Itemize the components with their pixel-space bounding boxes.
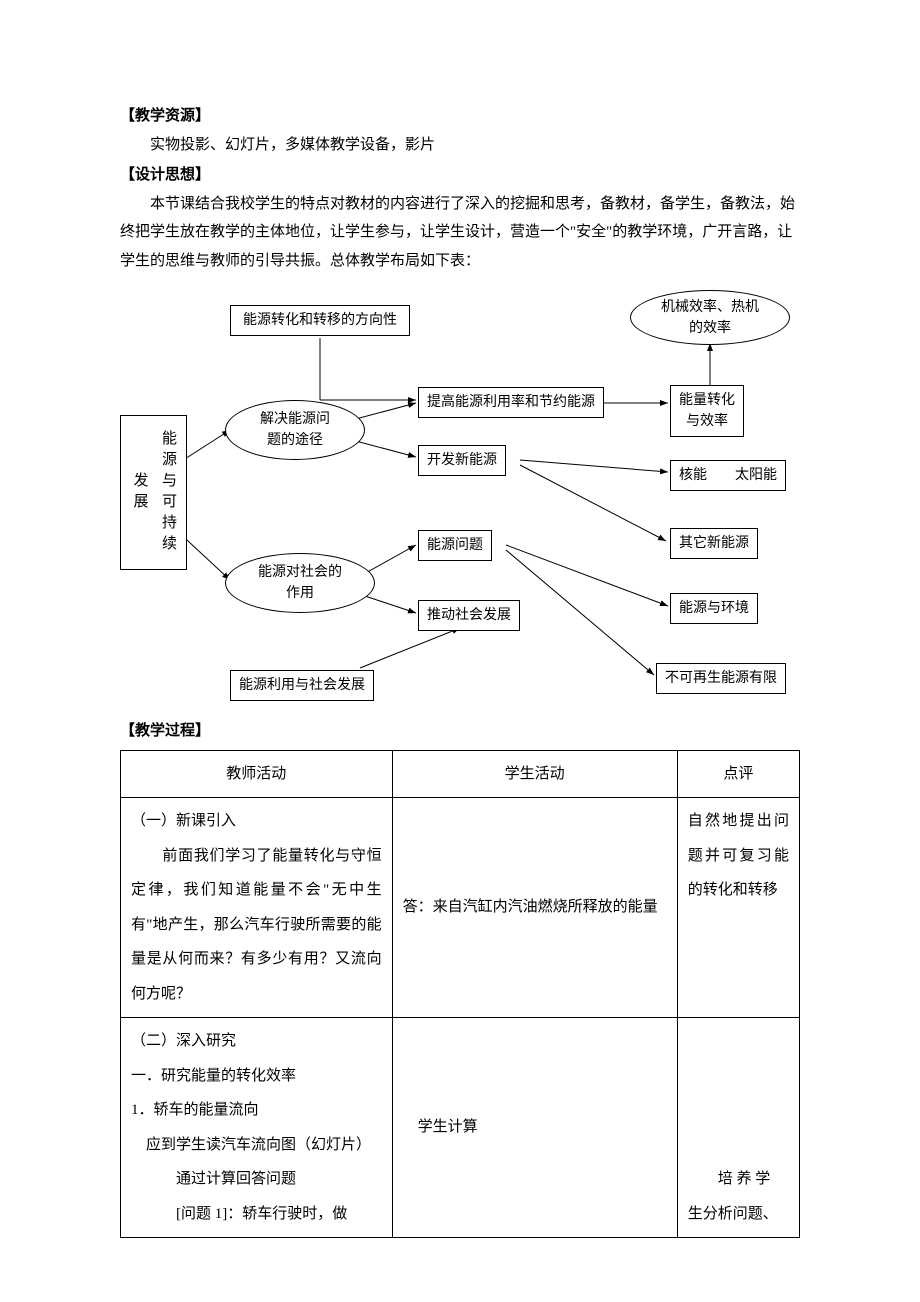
node-problem: 能源问题 — [418, 530, 492, 561]
table-row: （一）新课引入 前面我们学习了能量转化与守恒定律，我们知道能量不会"无中生有"地… — [121, 798, 800, 1018]
cell-comment: 自然地提出问题并可复习能的转化和转移 — [677, 798, 799, 1018]
table-row: （二）深入研究 一．研究能量的转化效率 1．轿车的能量流向 应到学生读汽车流向图… — [121, 1018, 800, 1238]
th-teacher: 教师活动 — [121, 750, 393, 798]
th-student: 学生活动 — [392, 750, 677, 798]
node-eff-oval: 机械效率、热机 的效率 — [630, 290, 790, 345]
cell-teacher: （一）新课引入 前面我们学习了能量转化与守恒定律，我们知道能量不会"无中生有"地… — [121, 798, 393, 1018]
cell-student: 学生计算 — [392, 1018, 677, 1238]
resources-body: 实物投影、幻灯片，多媒体教学设备，影片 — [120, 131, 800, 160]
process-table: 教师活动 学生活动 点评 （一）新课引入 前面我们学习了能量转化与守恒定律，我们… — [120, 750, 800, 1239]
cell-comment: 培 养 学 生分析问题、 — [677, 1018, 799, 1238]
node-develop: 开发新能源 — [418, 445, 506, 476]
design-body: 本节课结合我校学生的特点对教材的内容进行了深入的挖掘和思考，备教材，备学生，备教… — [120, 190, 800, 276]
node-nonrenew: 不可再生能源有限 — [656, 663, 786, 694]
node-nuclear: 核能 太阳能 — [670, 460, 786, 491]
resources-heading: 【教学资源】 — [120, 102, 800, 131]
root-node: 能源与可持续发展 — [120, 415, 187, 570]
node-direction: 能源转化和转移的方向性 — [230, 305, 410, 336]
node-other: 其它新能源 — [670, 528, 758, 559]
node-env: 能源与环境 — [670, 593, 758, 624]
table-header-row: 教师活动 学生活动 点评 — [121, 750, 800, 798]
cell-student: 答：来自汽缸内汽油燃烧所释放的能量 — [392, 798, 677, 1018]
concept-diagram: 能源与可持续发展 能源转化和转移的方向性 解决能源问 题的途径 能源对社会的 作… — [120, 285, 810, 715]
node-eff-box: 能量转化 与效率 — [670, 385, 744, 437]
node-use-society: 能源利用与社会发展 — [230, 670, 374, 701]
diagram-connectors — [120, 285, 810, 715]
node-role: 能源对社会的 作用 — [225, 553, 375, 613]
cell-teacher: （二）深入研究 一．研究能量的转化效率 1．轿车的能量流向 应到学生读汽车流向图… — [121, 1018, 393, 1238]
node-improve: 提高能源利用率和节约能源 — [418, 387, 604, 418]
th-comment: 点评 — [677, 750, 799, 798]
node-solve: 解决能源问 题的途径 — [225, 400, 365, 460]
node-push: 推动社会发展 — [418, 600, 520, 631]
process-heading: 【教学过程】 — [120, 717, 800, 746]
design-heading: 【设计思想】 — [120, 161, 800, 190]
